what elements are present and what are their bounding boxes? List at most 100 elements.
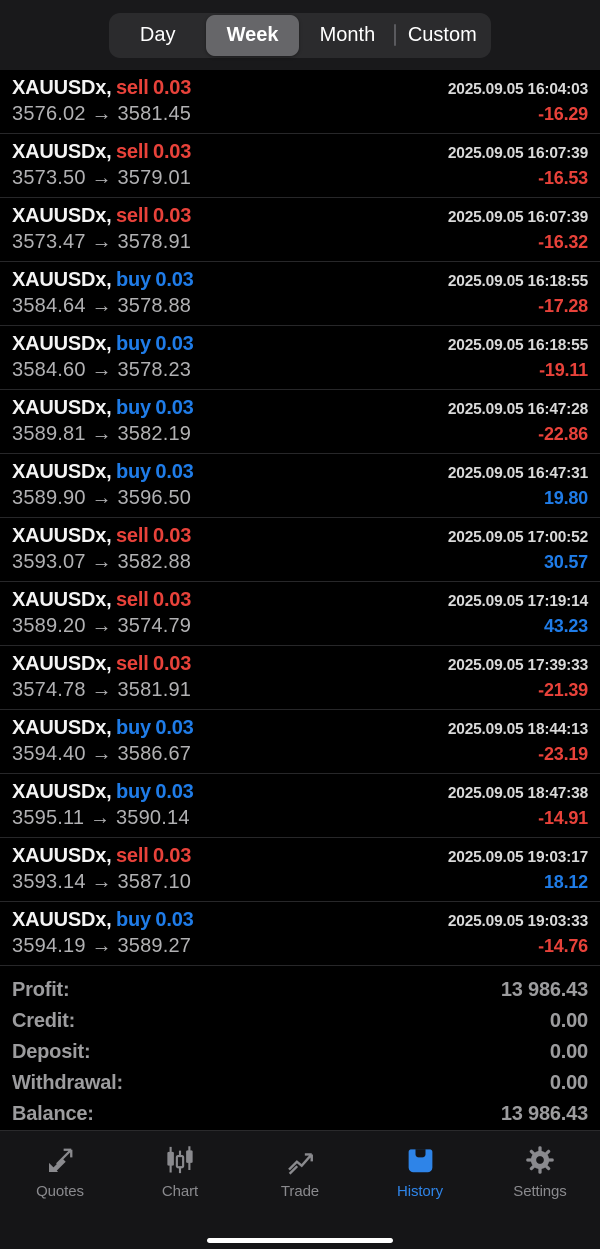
bottom-nav: Quotes Chart Trade History Settings — [0, 1130, 600, 1249]
deal-prices: 3573.50 → 3579.01 — [12, 167, 191, 190]
deal-side: sell — [116, 77, 149, 99]
deal-symbol: XAUUSDx, — [12, 525, 112, 547]
period-tab-label: Month — [319, 23, 376, 46]
arrow-right-icon: → — [91, 359, 112, 381]
deal-profit: -19.11 — [539, 360, 588, 380]
nav-item-history[interactable]: History — [360, 1144, 480, 1200]
nav-item-label: Settings — [513, 1183, 567, 1200]
arrow-right-icon: → — [91, 743, 112, 765]
deal-datetime: 2025.09.05 16:47:28 — [447, 401, 588, 418]
deal-row[interactable]: XAUUSDx, buy 0.03 2025.09.05 16:18:55 35… — [0, 262, 600, 326]
deal-row[interactable]: XAUUSDx, buy 0.03 2025.09.05 19:03:33 35… — [0, 902, 600, 966]
nav-item-settings[interactable]: Settings — [480, 1144, 600, 1200]
deal-symbol: XAUUSDx, — [12, 909, 112, 931]
deal-close-price: 3582.19 — [117, 423, 192, 445]
deal-side: sell — [116, 141, 149, 163]
deal-row[interactable]: XAUUSDx, sell 0.03 2025.09.05 19:03:17 3… — [0, 838, 600, 902]
nav-item-trade[interactable]: Trade — [240, 1144, 360, 1200]
arrow-right-icon: → — [91, 103, 112, 125]
deal-row[interactable]: XAUUSDx, sell 0.03 2025.09.05 16:07:39 3… — [0, 198, 600, 262]
deal-close-price: 3582.88 — [117, 551, 192, 573]
history-icon — [404, 1144, 437, 1176]
deal-symbol: XAUUSDx, — [12, 717, 112, 739]
deal-prices: 3584.64 → 3578.88 — [12, 295, 191, 318]
deal-profit: -16.32 — [538, 232, 588, 252]
summary-row-withdrawal: Withdrawal: 0.00 — [12, 1068, 588, 1099]
deal-datetime: 2025.09.05 16:07:39 — [447, 145, 588, 162]
deal-row[interactable]: XAUUSDx, buy 0.03 2025.09.05 16:47:31 35… — [0, 454, 600, 518]
deal-open-price: 3593.14 — [12, 871, 86, 893]
arrow-right-icon: → — [91, 167, 112, 189]
deal-datetime: 2025.09.05 16:07:39 — [447, 209, 588, 226]
home-indicator[interactable] — [207, 1238, 393, 1243]
arrow-right-icon: → — [91, 423, 112, 445]
deal-title: XAUUSDx, buy 0.03 — [12, 717, 194, 740]
deal-close-price: 3578.91 — [117, 231, 192, 253]
deal-side: buy — [116, 397, 151, 419]
deal-row[interactable]: XAUUSDx, buy 0.03 2025.09.05 18:47:38 35… — [0, 774, 600, 838]
deal-symbol: XAUUSDx, — [12, 397, 112, 419]
deal-prices: 3594.40 → 3586.67 — [12, 743, 191, 766]
deal-volume: 0.03 — [153, 205, 192, 227]
deal-side: sell — [116, 653, 149, 675]
deal-open-price: 3594.19 — [12, 935, 86, 957]
chart-icon — [165, 1144, 195, 1176]
summary-label: Deposit: — [12, 1041, 91, 1063]
deal-close-price: 3578.88 — [117, 295, 192, 317]
period-tab-week[interactable]: Week — [205, 14, 300, 56]
deal-datetime: 2025.09.05 18:44:13 — [447, 721, 588, 738]
deal-row[interactable]: XAUUSDx, buy 0.03 2025.09.05 16:18:55 35… — [0, 326, 600, 390]
deal-volume: 0.03 — [153, 653, 192, 675]
summary-value: 13 986.43 — [500, 979, 588, 1001]
deal-close-price: 3578.23 — [117, 359, 192, 381]
period-tab-label: Day — [139, 23, 176, 46]
deal-volume: 0.03 — [153, 141, 192, 163]
deal-datetime: 2025.09.05 16:04:03 — [447, 81, 588, 98]
deal-side: buy — [116, 717, 151, 739]
deal-open-price: 3595.11 — [12, 807, 85, 829]
deal-row[interactable]: XAUUSDx, sell 0.03 2025.09.05 17:39:33 3… — [0, 646, 600, 710]
deal-title: XAUUSDx, buy 0.03 — [12, 397, 194, 420]
deal-symbol: XAUUSDx, — [12, 845, 112, 867]
arrow-right-icon: → — [91, 487, 112, 509]
deal-volume: 0.03 — [153, 845, 192, 867]
deal-volume: 0.03 — [155, 717, 194, 739]
nav-item-label: Trade — [280, 1183, 320, 1200]
summary-row-profit: Profit: 13 986.43 — [12, 975, 588, 1006]
summary-row-balance: Balance: 13 986.43 — [12, 1099, 588, 1130]
period-tab-day[interactable]: Day — [111, 15, 204, 56]
deals-list: XAUUSDx, sell 0.03 2025.09.05 16:04:03 3… — [0, 70, 600, 966]
arrow-right-icon: → — [91, 935, 112, 957]
arrow-right-icon: → — [91, 295, 112, 317]
deal-close-price: 3596.50 — [117, 487, 192, 509]
deal-title: XAUUSDx, buy 0.03 — [12, 461, 194, 484]
deal-side: sell — [116, 525, 149, 547]
deal-side: sell — [116, 845, 149, 867]
deal-close-price: 3581.91 — [117, 679, 192, 701]
summary-row-credit: Credit: 0.00 — [12, 1006, 588, 1037]
nav-item-chart[interactable]: Chart — [120, 1144, 240, 1200]
deal-row[interactable]: XAUUSDx, buy 0.03 2025.09.05 18:44:13 35… — [0, 710, 600, 774]
deal-title: XAUUSDx, sell 0.03 — [12, 205, 191, 228]
deal-row[interactable]: XAUUSDx, sell 0.03 2025.09.05 17:00:52 3… — [0, 518, 600, 582]
summary-row-deposit: Deposit: 0.00 — [12, 1037, 588, 1068]
deal-prices: 3589.81 → 3582.19 — [12, 423, 191, 446]
deal-volume: 0.03 — [155, 269, 194, 291]
deal-symbol: XAUUSDx, — [12, 333, 112, 355]
period-tab-custom[interactable]: Custom — [396, 15, 489, 56]
deal-row[interactable]: XAUUSDx, sell 0.03 2025.09.05 17:19:14 3… — [0, 582, 600, 646]
deal-title: XAUUSDx, sell 0.03 — [12, 141, 191, 164]
deal-row[interactable]: XAUUSDx, buy 0.03 2025.09.05 16:47:28 35… — [0, 390, 600, 454]
deal-title: XAUUSDx, buy 0.03 — [12, 781, 194, 804]
summary-value: 0.00 — [549, 1010, 588, 1032]
deal-title: XAUUSDx, sell 0.03 — [12, 77, 191, 100]
deal-row[interactable]: XAUUSDx, sell 0.03 2025.09.05 16:07:39 3… — [0, 134, 600, 198]
nav-item-quotes[interactable]: Quotes — [0, 1144, 120, 1200]
deal-profit: -14.76 — [538, 936, 588, 956]
period-tab-month[interactable]: Month — [301, 15, 394, 56]
deal-datetime: 2025.09.05 17:39:33 — [447, 657, 588, 674]
deal-row[interactable]: XAUUSDx, sell 0.03 2025.09.05 16:04:03 3… — [0, 70, 600, 134]
deal-profit: -16.29 — [538, 104, 588, 124]
deal-prices: 3593.14 → 3587.10 — [12, 871, 191, 894]
